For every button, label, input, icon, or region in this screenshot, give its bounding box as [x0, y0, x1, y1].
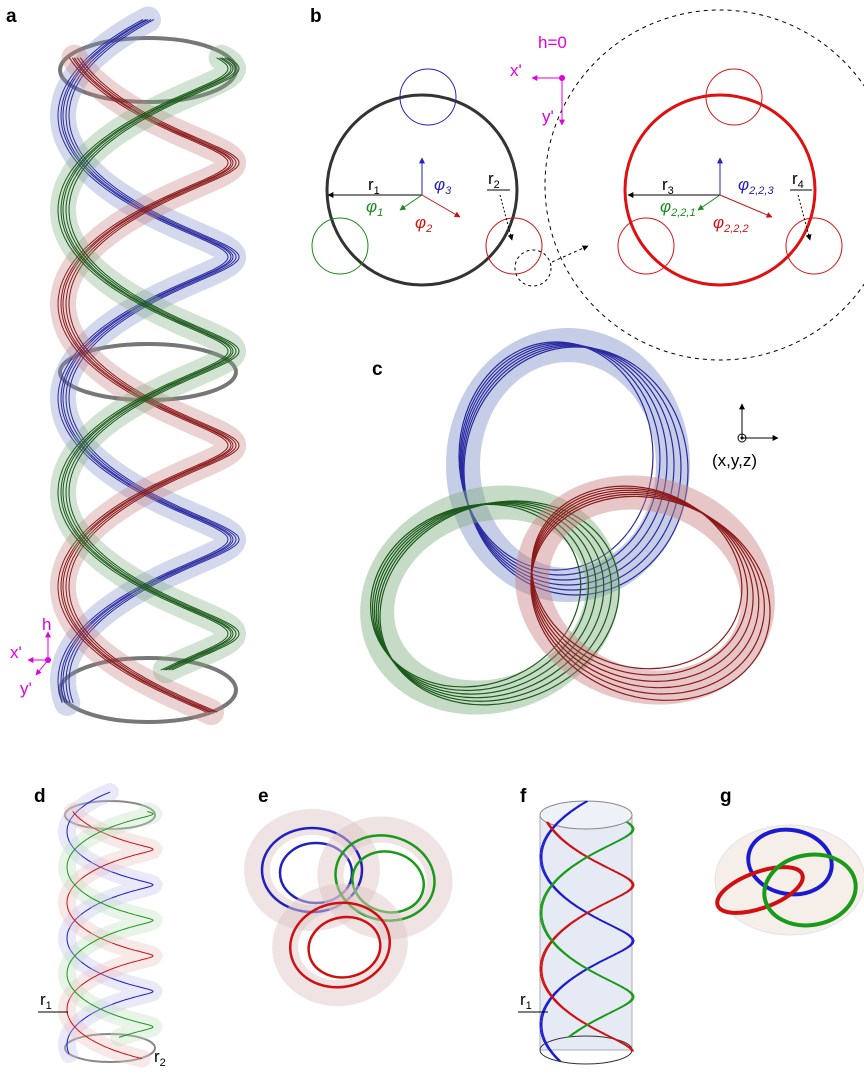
label: x' — [10, 643, 22, 662]
panel-b — [312, 10, 864, 360]
shape-text: r2 — [488, 169, 500, 191]
label: 1 — [46, 1000, 52, 1012]
shape-circle — [515, 250, 551, 286]
shape-text: r2 — [154, 1047, 166, 1069]
label: 2,2,1 — [670, 207, 695, 219]
label: 1 — [374, 185, 380, 197]
shape-text: r3 — [662, 175, 674, 197]
label: h=0 — [538, 33, 567, 52]
figure: a b c d e f g h x' y' h=0 x' y' r1 r2 r3… — [0, 0, 864, 1075]
shape-text: φ2,2,3 — [738, 175, 774, 197]
label: x' — [510, 61, 522, 80]
label: h — [42, 615, 51, 634]
label: d — [34, 786, 46, 807]
shape-text: φ2 — [415, 213, 432, 235]
label: 2,2,3 — [748, 185, 774, 197]
label: y' — [20, 679, 32, 698]
label: a — [6, 6, 17, 27]
label: 3 — [668, 185, 674, 197]
label: φ — [366, 197, 377, 216]
shape-text: r4 — [792, 169, 804, 191]
shape-text: φ2,2,1 — [660, 197, 696, 219]
shape-ellipse — [278, 888, 403, 1002]
shape-text: φ1 — [366, 197, 383, 219]
shape-text: r1 — [368, 175, 380, 197]
label: 1 — [526, 1000, 532, 1012]
shape-circle — [312, 218, 368, 274]
panel-a — [58, 20, 239, 723]
shape-text: φ2,2,2 — [713, 213, 749, 235]
shape-circle — [741, 437, 744, 440]
shape-circle — [786, 218, 842, 274]
shape-line — [552, 246, 588, 262]
label: 2 — [160, 1057, 166, 1069]
panel-d — [65, 792, 155, 1062]
label: c — [372, 359, 383, 380]
label: 4 — [798, 179, 804, 191]
panel-a-axes — [28, 632, 51, 675]
label: b — [310, 6, 322, 27]
label: φ — [434, 175, 445, 194]
shape-text: r1 — [40, 990, 52, 1012]
shape-rect — [540, 815, 632, 1050]
panel-f — [540, 801, 634, 1064]
label: 2 — [494, 179, 500, 191]
panel-e — [257, 817, 451, 1001]
label: 1 — [377, 207, 383, 219]
shape-line — [36, 660, 48, 675]
label: φ — [660, 197, 671, 216]
label: g — [720, 786, 732, 807]
label: 3 — [445, 185, 452, 197]
shape-line — [698, 195, 720, 210]
label: φ — [738, 175, 749, 194]
shape-text: φ3 — [434, 175, 452, 197]
label: 2 — [425, 223, 432, 235]
shape-ellipse — [540, 801, 632, 829]
shape-line — [720, 195, 772, 217]
label: (x,y,z) — [712, 451, 757, 470]
label: φ — [415, 213, 426, 232]
label: 2,2,2 — [723, 223, 748, 235]
panel-c — [345, 342, 799, 738]
label: f — [520, 786, 527, 807]
label: φ — [713, 213, 724, 232]
label: e — [258, 786, 269, 807]
shape-circle — [618, 218, 674, 274]
shape-circle — [486, 218, 542, 274]
shape-line — [422, 195, 460, 217]
panel-g — [712, 823, 864, 935]
shape-line — [400, 195, 422, 210]
label: y' — [542, 107, 554, 126]
shape-text: r1 — [520, 990, 532, 1012]
